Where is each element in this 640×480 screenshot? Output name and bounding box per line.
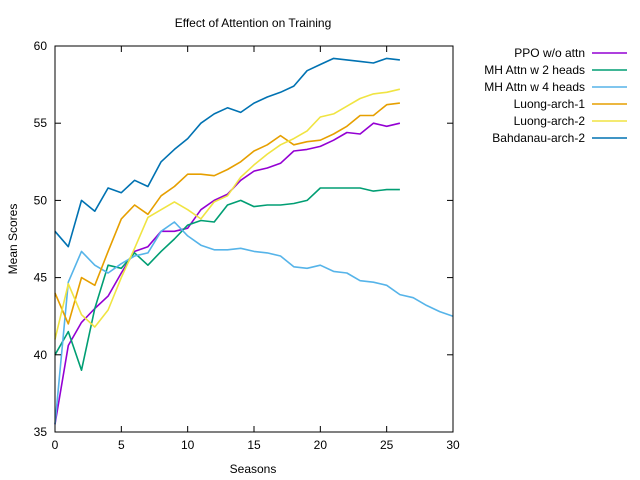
- series-line-luong-arch-2: [54, 88, 401, 340]
- series-line-bahdanau-arch-2: [54, 57, 400, 248]
- x-tick-label: 0: [52, 438, 59, 452]
- y-tick-label: 60: [34, 39, 48, 53]
- legend: PPO w/o attn MH Attn w 2 heads MH Attn w 4…: [484, 46, 627, 145]
- tick-layer: 0 5 10 15 20 25 30 35 40 45 50 55 60: [34, 39, 460, 452]
- legend-label: PPO w/o attn: [514, 46, 585, 60]
- series-line-mh-attn-w-2-heads: [54, 187, 400, 372]
- x-tick-label: 5: [118, 438, 125, 452]
- y-tick-label: 40: [34, 348, 48, 362]
- legend-label: MH Attn w 2 heads: [484, 63, 585, 77]
- legend-label: Bahdanau-arch-2: [492, 131, 585, 145]
- series-line-luong-arch-1: [54, 102, 400, 325]
- x-axis-label: Seasons: [230, 462, 277, 476]
- legend-label: Luong-arch-1: [514, 97, 586, 111]
- x-tick-label: 10: [181, 438, 195, 452]
- y-tick-label: 45: [34, 271, 48, 285]
- legend-label: MH Attn w 4 heads: [484, 80, 585, 94]
- y-tick-label: 35: [34, 425, 48, 439]
- y-tick-label: 55: [34, 116, 48, 130]
- series-layer: [54, 57, 454, 425]
- x-tick-label: 20: [314, 438, 328, 452]
- x-tick-label: 25: [380, 438, 394, 452]
- series-line-mh-attn-w-4-heads: [54, 221, 454, 425]
- y-tick-label: 50: [34, 193, 48, 207]
- legend-label: Luong-arch-2: [514, 114, 586, 128]
- series-line-ppo-w-o-attn: [54, 122, 401, 425]
- chart-title: Effect of Attention on Training: [175, 16, 332, 30]
- x-tick-label: 30: [446, 438, 460, 452]
- x-tick-label: 15: [247, 438, 261, 452]
- y-axis-label: Mean Scores: [6, 204, 20, 275]
